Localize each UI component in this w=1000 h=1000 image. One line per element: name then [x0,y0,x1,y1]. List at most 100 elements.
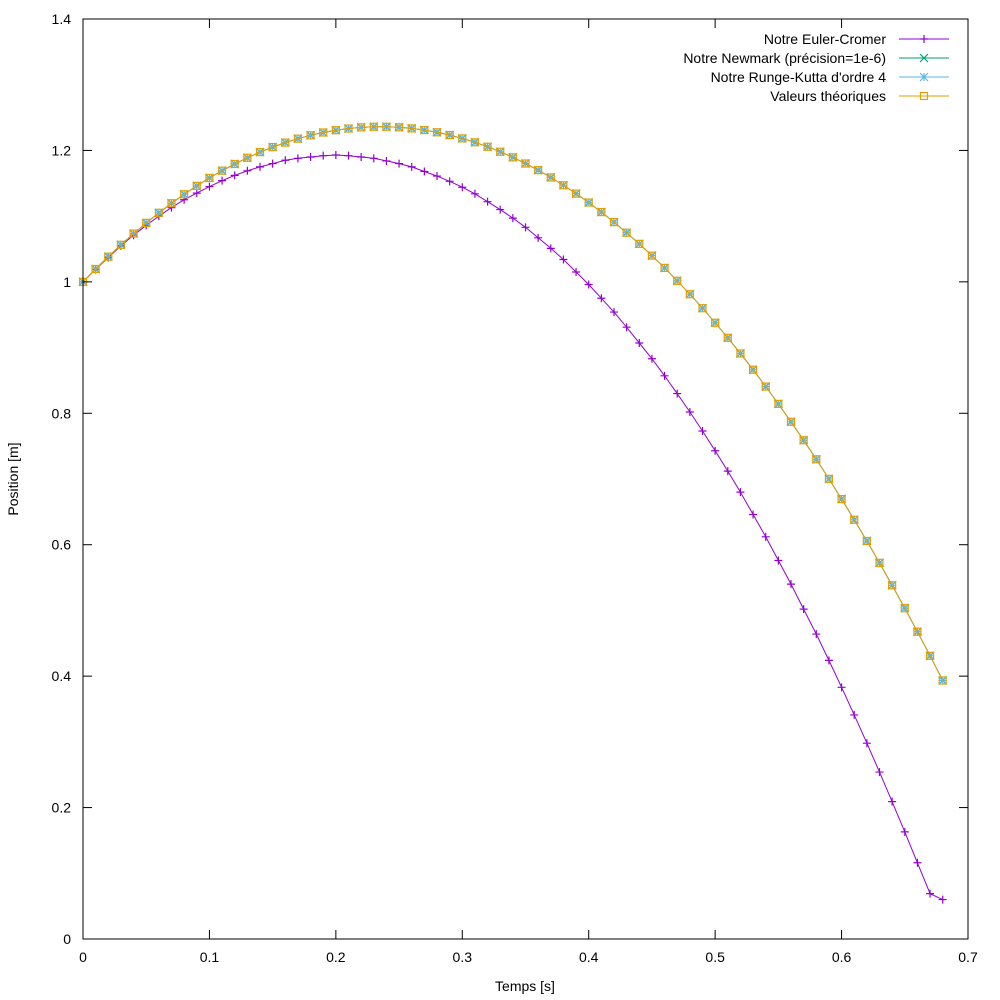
data-point [116,240,126,249]
data-point [167,199,176,208]
x-tick-label: 0.7 [958,949,978,965]
data-point [546,173,555,182]
data-point [673,276,682,285]
data-point [584,280,593,289]
legend-entry-label: Valeurs théoriques [770,88,886,104]
data-point [483,197,492,206]
legend-entry-marker [920,35,928,43]
data-point [293,134,303,143]
y-axis-label: Position [m] [5,442,21,515]
y-tick-label: 0.6 [52,537,72,553]
series-4 [78,122,947,685]
data-point [331,126,340,135]
y-tick-label: 1.2 [52,142,72,158]
y-tick-label: 0.8 [52,405,72,421]
data-point [571,189,581,198]
data-point [787,580,795,589]
x-tick-label: 0.2 [326,949,346,965]
data-point [243,153,252,162]
data-point [660,371,669,380]
data-point [698,427,707,436]
data-point [824,656,833,665]
data-point [875,558,884,567]
data-point [483,142,492,151]
data-point [293,154,302,163]
data-point [508,214,517,223]
data-point [445,130,454,140]
series-line-4 [82,126,944,681]
data-point [205,182,214,191]
data-point [445,177,454,186]
data-point [217,166,227,175]
data-point [812,630,821,639]
data-point [357,153,366,161]
data-point [938,676,947,685]
data-point [723,333,732,342]
data-point [900,827,909,836]
legend-entry-marker [919,91,929,101]
data-point [496,147,505,156]
data-point [774,399,783,408]
data-point [635,239,644,248]
data-point [521,223,530,232]
data-point [458,134,467,143]
data-point [584,198,593,207]
legend-entry-label: Notre Newmark (précision=1e-6) [683,50,886,66]
data-point [736,488,745,497]
data-point [256,162,264,171]
legend-entry-label: Notre Runge-Kutta d'ordre 4 [711,69,887,85]
data-point [749,510,758,519]
data-point [812,455,821,464]
data-point [218,176,227,185]
data-point [508,153,517,162]
data-point [837,683,846,692]
data-point [622,323,631,332]
data-point [610,308,618,317]
data-point [559,181,568,190]
data-point [458,183,467,192]
data-point [470,138,480,147]
data-point [609,218,619,227]
data-point [268,159,277,168]
data-point [597,294,606,303]
data-point [192,181,201,190]
data-point [850,710,859,719]
x-tick-label: 0 [79,949,87,965]
data-point [761,532,770,541]
data-point [142,218,151,228]
y-tick-label: 1.4 [52,11,72,27]
data-point [331,151,340,160]
legend-entry-label: Notre Euler-Cromer [764,31,886,47]
data-point [420,125,429,135]
data-point [799,436,808,445]
data-point [382,156,391,165]
data-point [938,895,947,904]
data-point [647,354,656,363]
data-point [344,124,353,133]
data-point [900,604,909,613]
data-point [407,124,416,133]
data-point [521,159,530,168]
data-point [660,263,669,273]
plot-frame [82,18,969,940]
data-point [154,208,163,217]
data-point [129,229,138,238]
data-point [748,365,758,374]
x-tick-label: 0.3 [453,949,473,965]
y-tick-label: 1 [63,274,71,290]
data-point [281,138,290,147]
data-point [824,474,834,483]
data-point [369,122,378,131]
data-point [243,166,252,175]
data-point [319,151,328,160]
data-point [357,123,366,132]
data-point [685,407,694,416]
x-axis-label: Temps [s] [495,978,555,994]
data-point [230,171,239,180]
data-point [673,389,682,398]
data-point [382,122,391,131]
data-point [761,382,770,391]
data-point [913,627,922,636]
legend-entry-marker [919,72,929,82]
